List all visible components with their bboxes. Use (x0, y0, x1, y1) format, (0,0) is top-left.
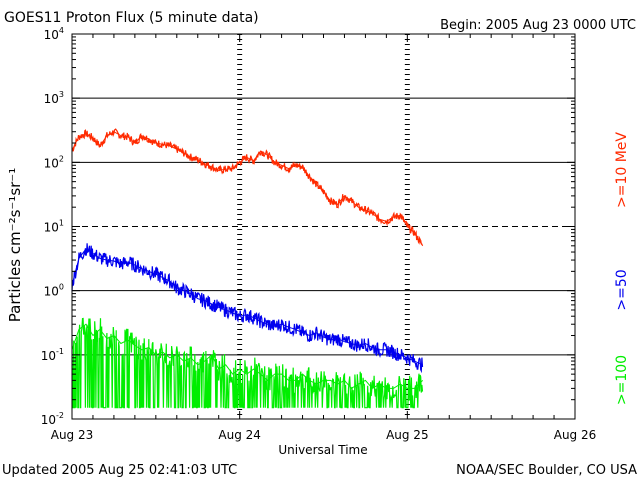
series-line (71, 131, 424, 247)
series-1 (71, 243, 424, 374)
x-tick-label: Aug 25 (386, 428, 429, 442)
y-tick-label: 10-2 (41, 411, 64, 427)
y-tick-label: 101 (44, 219, 64, 235)
series-layer (71, 128, 424, 409)
legend-entry: >=50 (614, 269, 630, 310)
x-tick-label: Aug 23 (51, 428, 94, 442)
series-0 (71, 128, 424, 247)
chart-title: GOES11 Proton Flux (5 minute data) (4, 10, 259, 26)
credit-label: NOAA/SEC Boulder, CO USA (456, 463, 637, 478)
y-axis: 10-2 10-1 100 101 102 103 104 (41, 26, 575, 427)
series-2 (71, 317, 424, 409)
y-tick-label: 103 (44, 90, 64, 106)
y-axis-title: Particles cm⁻²s⁻¹sr⁻¹ (6, 168, 24, 322)
legend-entry: >=10 MeV (614, 132, 630, 208)
y-tick-label: 104 (44, 26, 64, 42)
y-tick-label: 102 (44, 154, 64, 170)
y-tick-label: 10-1 (41, 347, 64, 363)
series-samples (71, 128, 423, 245)
updated-timestamp: Updated 2005 Aug 25 02:41:03 UTC (2, 463, 237, 478)
x-tick-label: Aug 26 (554, 428, 597, 442)
series-samples (71, 243, 424, 374)
series-samples (71, 317, 424, 409)
begin-label: Begin: 2005 Aug 23 0000 UTC (440, 18, 636, 33)
x-tick-label: Aug 24 (218, 428, 261, 442)
x-axis-title: Universal Time (278, 443, 367, 457)
y-tick-label: 100 (44, 283, 64, 299)
legend: >=10 MeV >=50 >=100 (614, 132, 630, 406)
legend-entry: >=100 (614, 355, 630, 405)
x-axis: Aug 23 Aug 24 Aug 25 Aug 26 (51, 34, 597, 442)
